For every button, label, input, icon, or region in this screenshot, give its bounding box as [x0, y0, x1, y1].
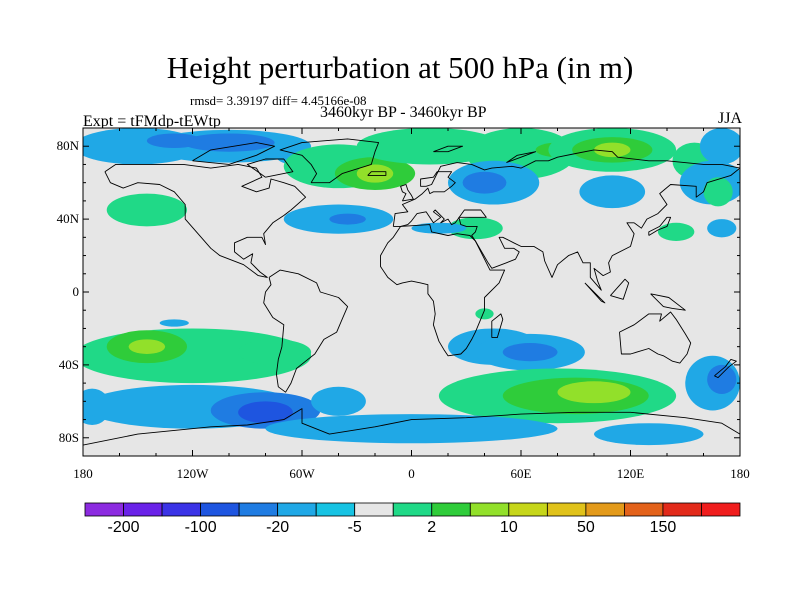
coast-australia	[619, 311, 692, 364]
colorbar-label: -200	[108, 519, 140, 536]
colorbar-box-5	[277, 502, 317, 517]
coast-baffin-island	[246, 158, 294, 178]
lon-axis: 180 120W 60W 0 60E 120E 180	[73, 128, 750, 481]
colorbar-label: 50	[577, 519, 595, 536]
anomaly-blob-16	[462, 171, 507, 194]
coast-south-america	[263, 269, 349, 393]
anomaly-blob-26	[657, 222, 695, 241]
coast-greenland	[279, 138, 380, 184]
colorbar-box-0	[84, 502, 124, 517]
colorbar-box-16	[701, 502, 741, 517]
lat-axis: 80N 40N 0 40S 80S	[57, 138, 740, 445]
colorbar-box-10	[469, 502, 510, 517]
lat-tick-label: 0	[73, 284, 80, 299]
anomaly-blob-32	[128, 339, 166, 354]
anomaly-blob-3	[146, 133, 202, 149]
anomaly-blob-48	[707, 364, 737, 395]
anomaly-blob-33	[238, 339, 312, 365]
anomaly-blob-36	[502, 343, 558, 362]
colorbar-box-1	[123, 502, 163, 517]
colorbar-box-12	[546, 502, 587, 517]
colorbar-box-7	[354, 502, 394, 517]
anomaly-blob-19	[699, 128, 740, 165]
anomaly-blob-8	[356, 128, 503, 165]
lon-tick-label: 180	[730, 466, 750, 481]
anomaly-blob-13	[594, 142, 631, 158]
coast-novaya-zemlya	[506, 151, 537, 164]
anomaly-blob-17	[579, 175, 646, 209]
colorbar-box-9	[431, 502, 471, 517]
coast-north-america	[104, 163, 307, 278]
anomaly-blob-20	[703, 177, 733, 207]
anomaly-blob-29	[159, 319, 189, 327]
lat-tick-label: 40S	[59, 357, 79, 372]
experiment-label: Expt = tFMdp-tEWtp	[83, 113, 221, 130]
lon-tick-label: 60W	[289, 466, 315, 481]
colorbar-box-8	[392, 502, 433, 517]
anomaly-blob-44	[557, 381, 631, 404]
anomaly-blob-25	[411, 222, 467, 234]
colorbar-label: 150	[650, 519, 677, 536]
lon-tick-label: 120W	[177, 466, 210, 481]
colorbar-label: -100	[185, 519, 217, 536]
anomaly-blob-40	[238, 401, 293, 424]
coast-svalbard	[433, 145, 464, 153]
colorbar-label: -20	[266, 519, 289, 536]
coast-madagascar	[491, 313, 504, 339]
lon-tick-label: 180	[73, 466, 93, 481]
coast-antarctica	[83, 408, 740, 446]
anomaly-blob-21	[106, 193, 188, 227]
coast-eurasia	[392, 149, 740, 291]
colorbar-box-4	[238, 502, 279, 517]
anomaly-blob-7	[356, 164, 394, 183]
colorbar-labels: -200 -100 -20 -5 2 10 50 150	[108, 519, 677, 536]
coastlines	[83, 138, 740, 446]
anomaly-field	[83, 128, 740, 446]
season-label: JJA	[717, 110, 742, 127]
stats-line: rmsd= 3.39197 diff= 4.45166e-08	[190, 93, 367, 108]
anomaly-blob-45	[265, 414, 558, 444]
lat-tick-label: 40N	[57, 211, 80, 226]
coast-new-guinea	[650, 293, 686, 311]
colorbar-box-11	[508, 502, 548, 517]
colorbar-box-3	[200, 502, 240, 517]
coast-japan	[648, 216, 672, 236]
period-label: 3460kyr BP - 3460kyr BP	[320, 104, 487, 121]
colorbar-box-2	[161, 502, 201, 517]
coast-sumatra	[584, 282, 606, 304]
coast-africa	[380, 224, 506, 357]
coast-borneo	[610, 278, 630, 300]
colorbar-box-6	[315, 502, 356, 517]
coast-new-zealand	[714, 358, 737, 379]
colorbar-box-15	[662, 502, 702, 517]
lon-tick-label: 0	[408, 466, 415, 481]
colorbar	[84, 502, 741, 517]
colorbar-label: -5	[348, 519, 362, 536]
figure-title: Height perturbation at 500 hPa (in m)	[166, 50, 634, 85]
coast-iceland	[367, 171, 387, 176]
coast-great-britain	[400, 184, 414, 202]
colorbar-box-13	[585, 502, 625, 517]
anomaly-blob-24	[448, 217, 503, 240]
colorbar-label: 10	[500, 519, 518, 536]
anomaly-blob-2	[183, 133, 275, 152]
anomaly-blob-27	[707, 219, 737, 238]
lat-tick-label: 80S	[59, 430, 79, 445]
coast-canadian-arctic-islands	[192, 142, 276, 165]
lon-tick-label: 60E	[511, 466, 532, 481]
lat-tick-label: 80N	[57, 138, 80, 153]
colorbar-box-14	[624, 502, 664, 517]
anomaly-blob-28	[475, 308, 494, 320]
lon-tick-label: 120E	[617, 466, 645, 481]
colorbar-label: 2	[427, 519, 436, 536]
anomaly-blob-41	[311, 386, 366, 416]
anomaly-blob-46	[594, 423, 704, 446]
anomaly-blob-23	[329, 213, 366, 225]
